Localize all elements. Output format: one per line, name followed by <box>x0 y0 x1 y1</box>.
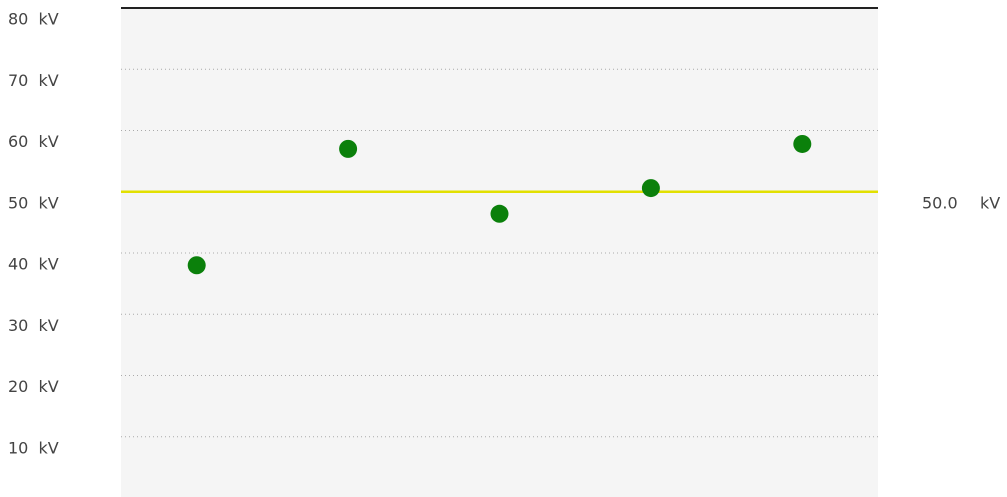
y-tick-label: 30 kV <box>8 316 59 335</box>
y-tick-label: 50 kV <box>8 193 59 212</box>
y-tick-label: 10 kV <box>8 438 59 457</box>
y-tick-label: 20 kV <box>8 377 59 396</box>
data-point <box>641 179 660 198</box>
y-tick-label: 60 kV <box>8 132 59 151</box>
data-point <box>793 134 812 153</box>
y-tick-label: 80 kV <box>8 10 59 29</box>
reference-unit: kV <box>980 193 1000 212</box>
data-point <box>339 139 358 158</box>
plot-area <box>121 8 878 497</box>
data-point <box>490 204 509 223</box>
data-point <box>187 256 206 275</box>
reference-label: 50.0 <box>922 193 958 212</box>
y-tick-label: 40 kV <box>8 255 59 274</box>
y-tick-label: 70 kV <box>8 71 59 90</box>
